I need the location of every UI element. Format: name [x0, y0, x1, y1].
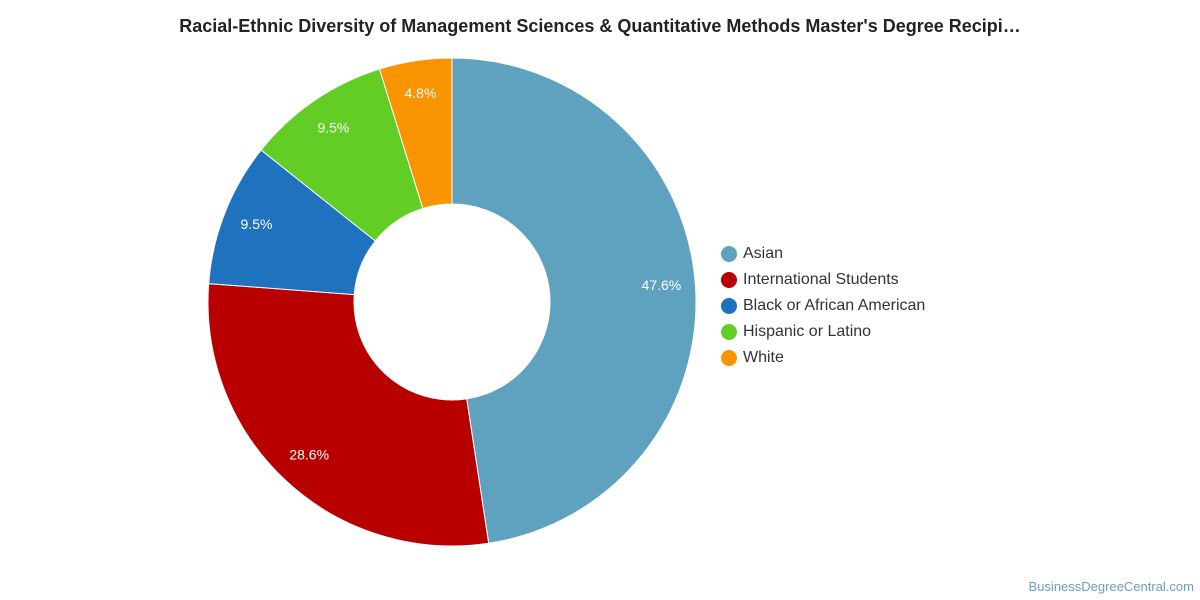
- chart-title: Racial-Ethnic Diversity of Management Sc…: [179, 16, 1021, 36]
- legend-item[interactable]: White: [721, 345, 925, 371]
- legend-item[interactable]: Asian: [721, 241, 925, 267]
- slice-label: 9.5%: [241, 216, 273, 232]
- slice-asian[interactable]: [451, 57, 697, 544]
- watermark-text[interactable]: BusinessDegreeCentral.com: [1028, 579, 1194, 594]
- slice-label: 28.6%: [289, 447, 329, 463]
- legend-label: Black or African American: [743, 297, 926, 314]
- legend-swatch-icon: [721, 324, 737, 340]
- legend-label: International Students: [743, 271, 899, 288]
- slice-label: 47.6%: [642, 277, 682, 293]
- legend-swatch-icon: [721, 350, 737, 366]
- legend-item[interactable]: Black or African American: [721, 293, 925, 319]
- legend-label: White: [743, 349, 784, 366]
- legend-swatch-icon: [721, 298, 737, 314]
- slice-label: 4.8%: [404, 85, 436, 101]
- slice-international-students[interactable]: [207, 283, 490, 547]
- legend-label: Asian: [743, 245, 784, 262]
- legend-swatch-icon: [721, 272, 737, 288]
- legend-label: Hispanic or Latino: [743, 323, 872, 340]
- legend-swatch-icon: [721, 246, 737, 262]
- slice-label-group: 47.6% 28.6% 9.5% 9.5% 4.8%: [241, 85, 682, 463]
- slice-group: [207, 57, 697, 547]
- legend-item[interactable]: International Students: [721, 267, 925, 293]
- legend-item[interactable]: Hispanic or Latino: [721, 319, 925, 345]
- slice-label: 9.5%: [317, 119, 349, 135]
- legend: Asian International Students Black or Afri…: [721, 241, 925, 371]
- slice-white[interactable]: [378, 57, 453, 210]
